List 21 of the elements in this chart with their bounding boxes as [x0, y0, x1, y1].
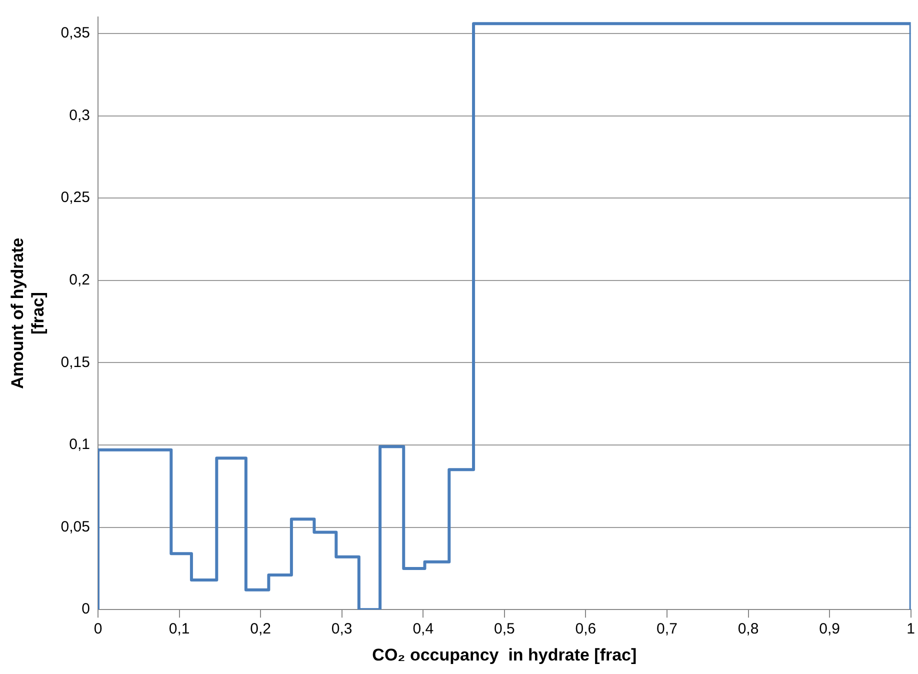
x-tick-label: 0,2 — [250, 620, 271, 638]
x-tick-label: 0,5 — [494, 620, 515, 638]
y-tick-label: 0,35 — [60, 24, 90, 42]
x-tick-label: 0,1 — [168, 620, 190, 638]
x-tick-label: 0,8 — [738, 620, 759, 638]
y-tick-label: 0,25 — [60, 189, 90, 206]
x-tick-label: 0,4 — [412, 620, 434, 638]
y-tick-label: 0,05 — [60, 518, 90, 536]
x-tick-label: 1 — [906, 620, 915, 638]
y-tick-label: 0,2 — [69, 272, 90, 289]
y-tick-label: 0 — [82, 600, 90, 618]
x-tick-label: 0,9 — [819, 620, 840, 638]
x-axis-title: CO₂ occupancy in hydrate [frac] — [372, 645, 637, 664]
x-tick-label: 0,3 — [331, 620, 352, 638]
x-tick-label: 0 — [94, 620, 102, 638]
y-tick-label: 0,3 — [69, 106, 90, 124]
y-tick-label: 0,15 — [60, 354, 90, 371]
y-axis-title: Amount of hydrate [frac] — [8, 238, 48, 389]
x-tick-label: 0,7 — [656, 620, 678, 638]
x-tick-label: 0,6 — [575, 620, 596, 638]
y-tick-label: 0,1 — [69, 436, 90, 454]
